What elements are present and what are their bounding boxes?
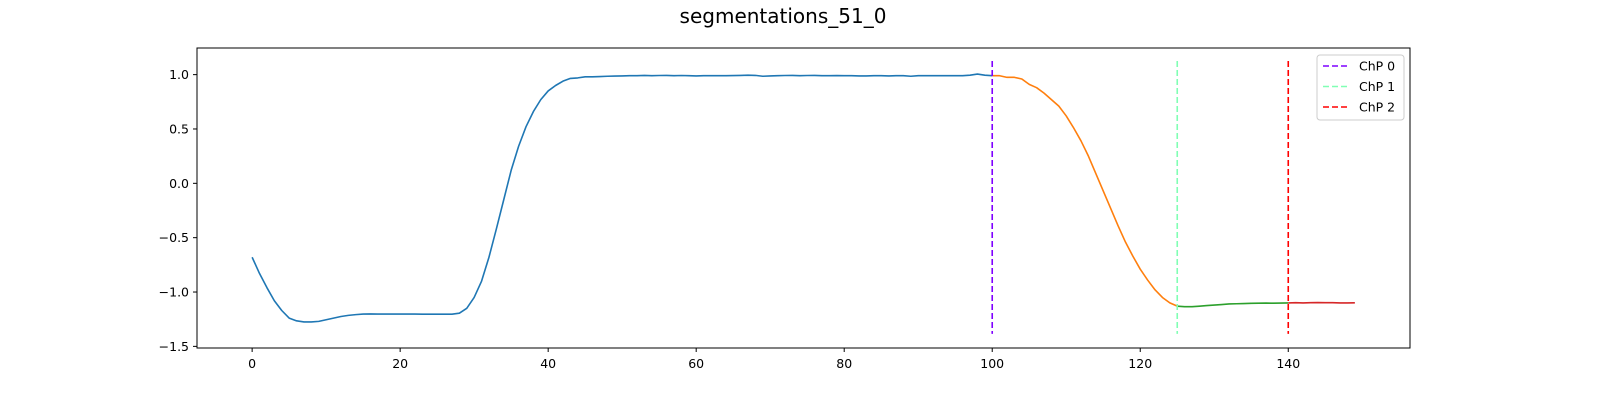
plot-area: 0 20 40 60 80 100 120 140 −1.5 −1.0 −0.5 0.0 0.5 1.0… — [159, 47, 1411, 371]
x-tick-label: 80 — [836, 356, 852, 371]
x-tick-label: 140 — [1276, 356, 1300, 371]
series-layer — [251, 73, 1355, 323]
x-axis: 0 20 40 60 80 100 120 140 — [248, 348, 1300, 371]
legend-label: ChP 2 — [1359, 100, 1395, 115]
series-line-2 — [1177, 302, 1289, 308]
legend-label: ChP 0 — [1359, 59, 1395, 74]
legend-box — [1316, 54, 1405, 121]
chart-title: segmentations_51_0 — [680, 4, 887, 28]
legend: ChP 0 ChP 1 ChP 2 — [1316, 54, 1405, 121]
axes-frame — [196, 47, 1411, 349]
y-axis: −1.5 −1.0 −0.5 0.0 0.5 1.0 — [159, 67, 197, 354]
x-tick-label: 100 — [980, 356, 1004, 371]
y-tick-label: 0.5 — [169, 121, 189, 136]
x-tick-label: 20 — [392, 356, 408, 371]
x-tick-label: 60 — [688, 356, 704, 371]
changepoint-layer — [991, 61, 1290, 334]
x-tick-label: 40 — [540, 356, 556, 371]
series-line-0 — [251, 73, 993, 323]
y-tick-label: 1.0 — [169, 67, 189, 82]
y-tick-label: −1.5 — [159, 339, 189, 354]
x-tick-label: 120 — [1128, 356, 1152, 371]
y-tick-label: 0.0 — [169, 176, 189, 191]
x-tick-label: 0 — [248, 356, 256, 371]
y-tick-label: −1.0 — [159, 285, 189, 300]
legend-label: ChP 1 — [1359, 79, 1395, 94]
y-tick-label: −0.5 — [159, 230, 189, 245]
series-line-1 — [992, 74, 1178, 307]
